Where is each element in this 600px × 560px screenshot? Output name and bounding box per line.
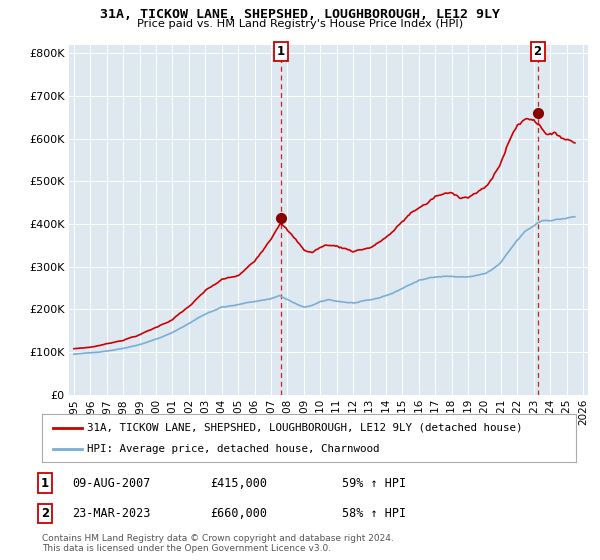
Text: Price paid vs. HM Land Registry's House Price Index (HPI): Price paid vs. HM Land Registry's House … [137,19,463,29]
Text: £660,000: £660,000 [210,507,267,520]
Text: £415,000: £415,000 [210,477,267,490]
Text: 2: 2 [533,45,542,58]
Text: 58% ↑ HPI: 58% ↑ HPI [342,507,406,520]
Text: Contains HM Land Registry data © Crown copyright and database right 2024.
This d: Contains HM Land Registry data © Crown c… [42,534,394,553]
Text: 59% ↑ HPI: 59% ↑ HPI [342,477,406,490]
Text: 31A, TICKOW LANE, SHEPSHED, LOUGHBOROUGH, LE12 9LY (detached house): 31A, TICKOW LANE, SHEPSHED, LOUGHBOROUGH… [88,423,523,433]
Text: 31A, TICKOW LANE, SHEPSHED, LOUGHBOROUGH, LE12 9LY: 31A, TICKOW LANE, SHEPSHED, LOUGHBOROUGH… [100,8,500,21]
Text: HPI: Average price, detached house, Charnwood: HPI: Average price, detached house, Char… [88,444,380,454]
Text: 1: 1 [41,477,49,490]
Text: 23-MAR-2023: 23-MAR-2023 [72,507,151,520]
Text: 2: 2 [41,507,49,520]
Text: 1: 1 [277,45,285,58]
Text: 09-AUG-2007: 09-AUG-2007 [72,477,151,490]
